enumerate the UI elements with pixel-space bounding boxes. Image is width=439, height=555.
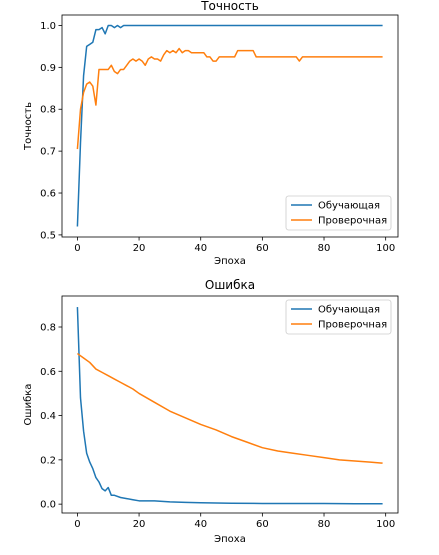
loss-legend	[285, 299, 392, 335]
loss-x-tick-label: 100	[376, 519, 395, 530]
loss-y-tick-label: 0.8	[40, 323, 56, 334]
accuracy-y-tick-label: 0.7	[40, 147, 56, 158]
loss-y-tick-label: 0.4	[40, 411, 56, 422]
accuracy-chart-title: Точность	[200, 0, 259, 13]
accuracy-y-tick-label: 0.9	[40, 63, 56, 74]
loss-y-tick-label: 0.0	[40, 500, 56, 511]
loss-y-tick-label: 0.2	[40, 455, 56, 466]
loss-legend-label-val: Проверочная	[318, 320, 387, 331]
loss-x-axis-label: Эпоха	[214, 534, 246, 545]
accuracy-axes-frame	[61, 14, 399, 238]
accuracy-y-tick-label: 0.5	[40, 230, 56, 241]
accuracy-legend	[285, 195, 392, 231]
loss-x-tick-label: 0	[74, 519, 80, 530]
loss-y-tick-label: 0.6	[40, 367, 56, 378]
accuracy-val-line	[76, 47, 383, 150]
accuracy-y-tick-label: 1.0	[40, 21, 56, 32]
accuracy-x-tick-label: 40	[194, 243, 207, 254]
accuracy-x-tick-label: 20	[133, 243, 146, 254]
accuracy-x-tick-label: 80	[318, 243, 331, 254]
loss-x-tick-label: 80	[318, 519, 331, 530]
loss-val-line	[76, 352, 383, 464]
accuracy-x-tick-label: 0	[74, 243, 80, 254]
loss-axes-frame	[61, 295, 399, 514]
loss-legend-label-train: Обучающая	[318, 305, 380, 316]
loss-x-tick-label: 40	[194, 519, 207, 530]
loss-y-axis-label: Ошибка	[23, 384, 34, 426]
accuracy-legend-label-train: Обучающая	[318, 201, 380, 212]
accuracy-y-tick-label: 0.6	[40, 189, 56, 200]
loss-train-line	[76, 307, 383, 505]
loss-x-tick-label: 60	[256, 519, 269, 530]
accuracy-y-tick-label: 0.8	[40, 105, 56, 116]
accuracy-x-tick-label: 60	[256, 243, 269, 254]
accuracy-x-axis-label: Эпоха	[214, 256, 246, 267]
accuracy-y-axis-label: Точность	[23, 102, 34, 151]
loss-chart-title: Ошибка	[205, 278, 255, 292]
loss-x-tick-label: 20	[133, 519, 146, 530]
accuracy-train-line	[76, 24, 383, 227]
accuracy-x-tick-label: 100	[376, 243, 395, 254]
accuracy-legend-label-val: Проверочная	[318, 216, 387, 227]
